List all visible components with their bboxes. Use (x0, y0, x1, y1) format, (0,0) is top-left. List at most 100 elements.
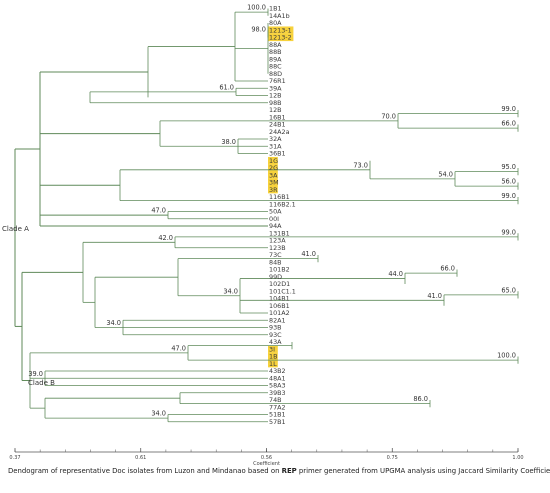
leaf-label: 1L (269, 360, 277, 368)
leaf-label: 123B (269, 244, 286, 252)
node-label: 99.0 (501, 192, 516, 200)
node-label: 39.0 (28, 370, 43, 378)
leaf-label: 101C1.1 (269, 287, 296, 295)
leaf-label: 84B (269, 258, 282, 266)
leaf-label: 104B1 (269, 295, 290, 303)
leaf-label: 82A1 (269, 316, 286, 324)
clade-a-label: Clade A (2, 225, 29, 233)
highlight-box (268, 185, 278, 194)
leaf-label: 57B1 (269, 418, 286, 426)
leaf-label: 94A (269, 222, 282, 230)
node-label: 34.0 (151, 410, 166, 418)
leaf-label: 39B3 (269, 389, 286, 397)
node-label: 34.0 (106, 319, 121, 327)
x-axis-label: Coefficient (253, 461, 280, 467)
node-label: 61.0 (219, 83, 234, 91)
highlight-box (268, 26, 294, 34)
leaf-label: 89A (269, 55, 282, 63)
node-label: 47.0 (171, 344, 186, 352)
tick-label: 0.75 (387, 455, 398, 461)
leaf-label: 24A2a (269, 128, 290, 136)
caption-text-after: primer generated from UPGMA analysis usi… (296, 467, 550, 475)
node-label: 38.0 (221, 138, 236, 146)
leaf-label: 131B1 (269, 229, 290, 237)
leaf-label: 3A (269, 171, 278, 179)
leaf-label: 88C (269, 63, 282, 71)
node-label: 44.0 (388, 270, 403, 278)
leaf-label: 116B1 (269, 193, 290, 201)
tick-label: 0.37 (9, 455, 20, 461)
node-label: 42.0 (158, 234, 173, 242)
highlight-box (268, 171, 278, 179)
node-label: 98.0 (251, 25, 266, 33)
caption-text-before: Dendogram of representative Doc isolates… (8, 467, 282, 475)
leaf-label: 43A (269, 338, 282, 346)
leaf-label: 31A (269, 142, 282, 150)
leaf-label: 93C (269, 331, 282, 339)
node-label: 100.0 (247, 4, 266, 12)
leaf-label: 58A3 (269, 382, 286, 390)
leaf-label: 36B1 (269, 150, 286, 158)
leaf-label: 32A (269, 135, 282, 143)
leaf-label: 93B (269, 324, 282, 332)
leaf-label: 1213-2 (269, 34, 292, 42)
leaf-label: 16B1 (269, 113, 286, 121)
highlight-box (268, 156, 278, 165)
leaf-label: 12B (269, 106, 282, 114)
leaf-label: 98B (269, 99, 282, 107)
leaf-label: 51B1 (269, 411, 286, 419)
leaf-label: 00I (269, 215, 279, 223)
leaf-label: 1B (269, 353, 277, 361)
node-label: 47.0 (151, 207, 166, 215)
node-labels: 100.0 98.0 61.0 99.0 66.0 70.0 38.0 95.0 56.0 54.… (28, 4, 516, 418)
node-label: 73.0 (353, 161, 368, 169)
leaf-label: 3I (269, 345, 275, 353)
leaf-label: 123A (269, 237, 286, 245)
highlight-box (268, 164, 278, 172)
node-label: 70.0 (381, 112, 396, 120)
leaf-label: 50A (269, 208, 282, 216)
leaf-label: 101B2 (269, 266, 290, 274)
x-axis: 0.37 0.61 0.56 0.75 1.00 Coefficient (9, 448, 524, 467)
tick-label: 1.00 (512, 455, 523, 461)
node-label: 65.0 (501, 286, 516, 294)
leaf-label: 73C (269, 251, 282, 259)
leaf-label: 3M (269, 179, 279, 187)
leaf-labels: 1B114A1b80A1213-11213-288A88B89A88C88D76… (269, 5, 296, 426)
caption-primer: REP (281, 467, 297, 475)
node-label: 66.0 (440, 265, 455, 273)
leaf-label: 88B (269, 48, 282, 56)
leaf-label: 2G (269, 164, 278, 172)
node-label: 100.0 (497, 352, 516, 360)
node-label: 95.0 (501, 163, 516, 171)
highlight-box (268, 33, 294, 42)
leaf-label: 77A2 (269, 403, 286, 411)
leaf-label: 3R (269, 186, 278, 194)
clade-b-label: Clade B (28, 379, 55, 387)
leaf-label: 101A2 (269, 309, 290, 317)
leaf-label: 48A1 (269, 374, 286, 382)
leaf-label: 88A (269, 41, 282, 49)
leaf-label: 43B2 (269, 367, 286, 375)
leaf-label: 1213-1 (269, 26, 292, 34)
leaf-label: 74B (269, 396, 282, 404)
tick-label: 0.61 (135, 455, 146, 461)
node-label: 86.0 (413, 395, 428, 403)
leaf-label: 99D (269, 273, 282, 281)
highlight-box (268, 178, 278, 187)
leaf-label: 1B1 (269, 5, 282, 13)
highlight-box (268, 345, 278, 353)
node-label: 41.0 (427, 292, 442, 300)
branch-lines (14, 8, 519, 423)
figure-caption: Dendogram of representative Doc isolates… (8, 467, 550, 476)
highlight-layer (268, 26, 294, 368)
leaf-label: 1G (269, 157, 278, 165)
leaf-label: 88D (269, 70, 282, 78)
highlight-box (268, 359, 278, 368)
node-label: 34.0 (223, 287, 238, 295)
node-label: 66.0 (501, 120, 516, 128)
node-label: 41.0 (301, 250, 316, 258)
leaf-label: 106B1 (269, 302, 290, 310)
node-label: 99.0 (501, 105, 516, 113)
